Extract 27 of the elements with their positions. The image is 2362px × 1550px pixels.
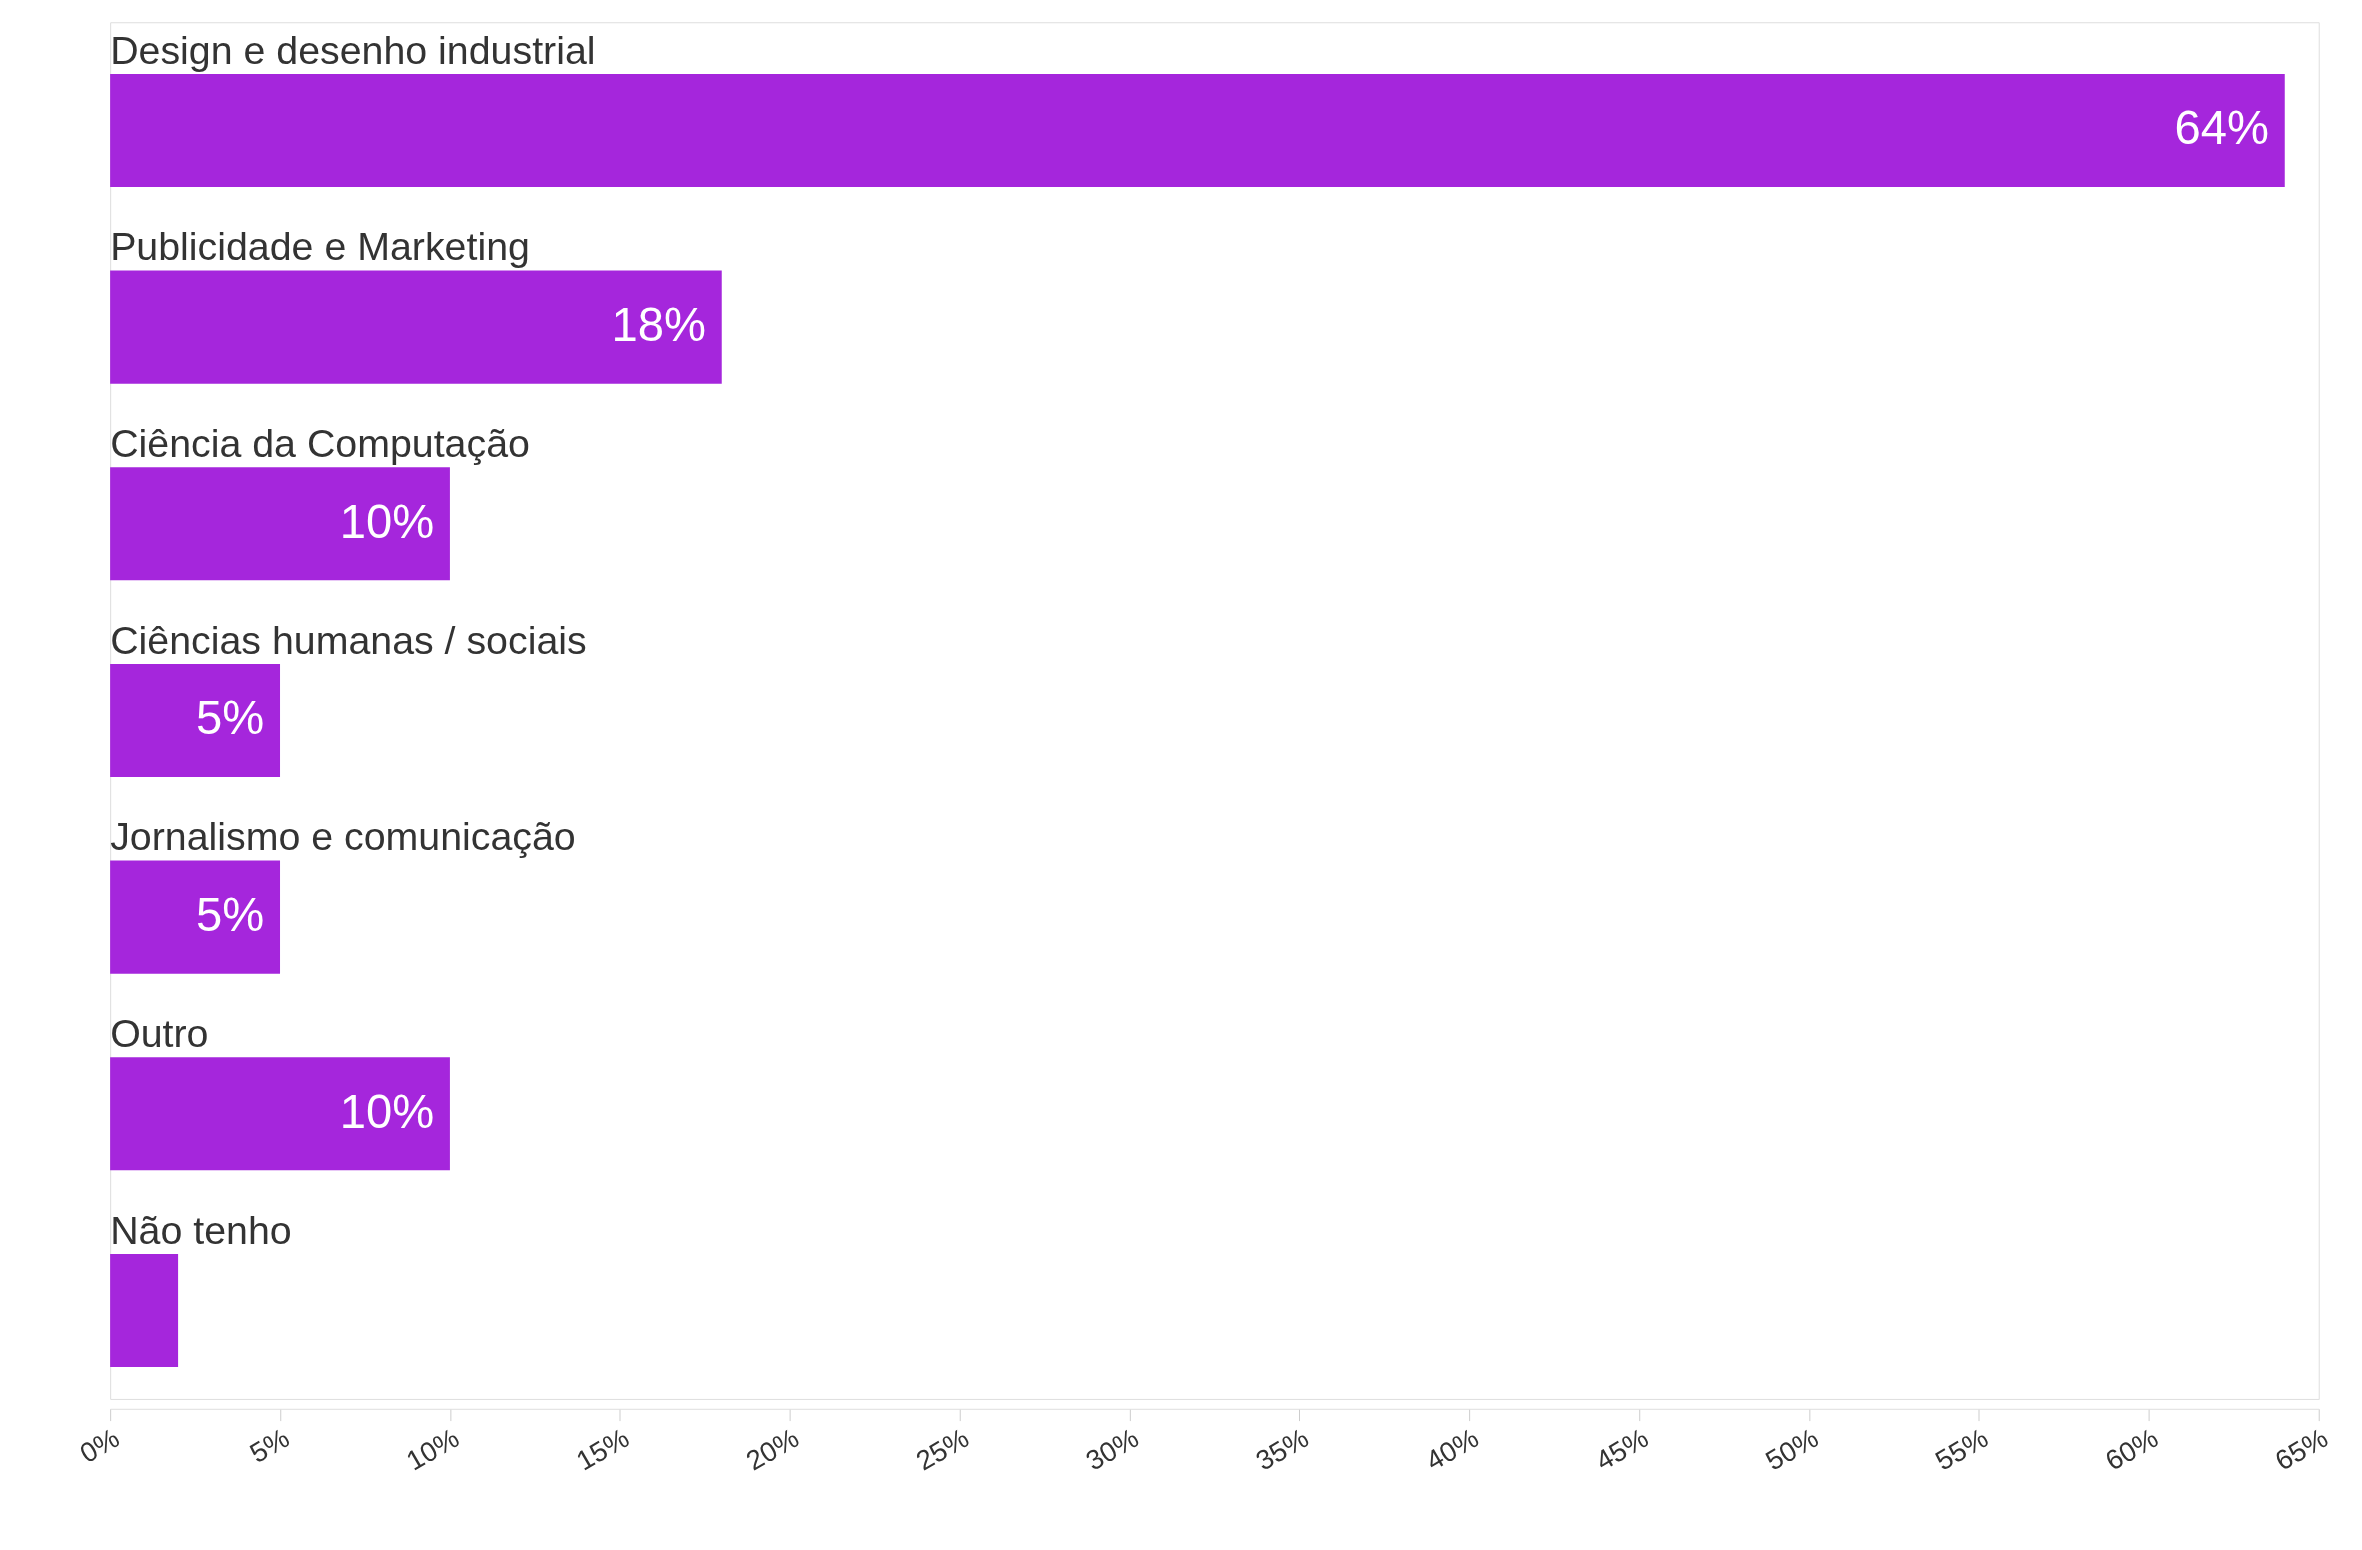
x-tick-label: 40% xyxy=(1420,1422,1484,1477)
x-tick-label: 55% xyxy=(1930,1422,1994,1477)
x-tick-label: 35% xyxy=(1250,1422,1314,1477)
x-tick-label: 15% xyxy=(570,1422,635,1477)
x-tick-label: 0% xyxy=(74,1422,125,1469)
data-label: 18% xyxy=(611,297,707,351)
y-tick-label: Outro xyxy=(110,1010,209,1055)
y-tick-label: Design e desenho industrial xyxy=(110,27,596,72)
x-tick-label: 50% xyxy=(1760,1422,1824,1477)
data-label: 10% xyxy=(339,1084,435,1138)
data-label: 5% xyxy=(196,691,265,745)
x-tick-label: 30% xyxy=(1080,1422,1144,1477)
data-label: 64% xyxy=(2174,101,2270,155)
x-tick-label: 65% xyxy=(2269,1422,2334,1477)
y-tick-label: Ciências humanas / sociais xyxy=(110,617,587,662)
x-tick-label: 10% xyxy=(401,1422,465,1477)
y-tick-label: Não tenho xyxy=(110,1207,292,1252)
y-tick-label: Ciência da Computação xyxy=(110,420,530,465)
data-label: 5% xyxy=(196,887,265,941)
data-label: 10% xyxy=(339,494,435,548)
y-tick-label: Publicidade e Marketing xyxy=(110,224,530,269)
x-tick-label: 20% xyxy=(740,1422,805,1477)
x-tick-label: 25% xyxy=(910,1422,974,1477)
x-tick-label: 5% xyxy=(244,1422,295,1469)
x-tick-label: 60% xyxy=(2099,1422,2164,1477)
x-tick-label: 45% xyxy=(1590,1422,1654,1477)
y-tick-label: Jornalismo e comunicação xyxy=(110,814,576,859)
